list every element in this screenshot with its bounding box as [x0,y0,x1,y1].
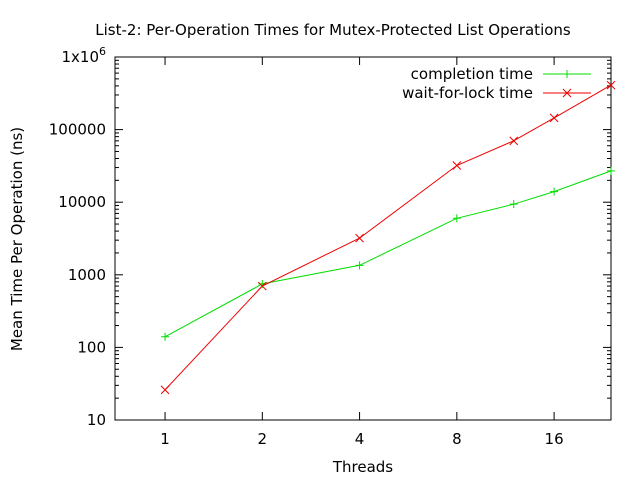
axes: 10 100 1000 10000 100000 1x106 1 2 4 8 16 [49,45,612,448]
data-point [509,200,518,209]
series-0 [161,166,615,341]
data-point [509,136,519,146]
data-point [161,332,170,341]
plot-frame [114,56,612,421]
x-axis-label: Threads [332,458,393,476]
y-tick-top-base: 1x10 [61,48,99,66]
data-point [452,161,462,170]
y-tick-label-top: 1x106 [61,45,106,66]
x-tick-label: 16 [545,430,564,448]
data-point [550,187,559,196]
y-tick-label: 100 [77,338,106,356]
legend-marker [563,70,571,78]
y-axis-label: Mean Time Per Operation (ns) [8,127,26,351]
chart-title: List-2: Per-Operation Times for Mutex-Pr… [95,21,571,39]
x-tick-label: 8 [452,430,462,448]
x-tick-label: 2 [258,430,268,448]
legend-marker [562,88,572,98]
data-point [257,281,267,291]
data-point [452,214,461,223]
data-point [355,233,364,243]
x-tick-label: 1 [160,430,170,448]
data-point [160,385,170,395]
data-point [355,261,364,270]
series-line [164,170,612,338]
y-tick-top-exponent: 6 [99,45,106,58]
x-tick-label: 4 [355,430,365,448]
y-tick-label: 10000 [58,193,106,211]
legend-label: wait-for-lock time [402,84,533,102]
y-tick-label: 1000 [68,266,106,284]
data-point [607,166,615,175]
series-layer [160,80,616,395]
y-tick-label: 100000 [49,121,106,139]
series-1 [160,80,616,395]
y-tick-label: 10 [87,411,106,429]
data-point [549,113,559,123]
legend-label: completion time [411,65,533,83]
series-line [164,84,612,391]
data-point [606,80,616,90]
